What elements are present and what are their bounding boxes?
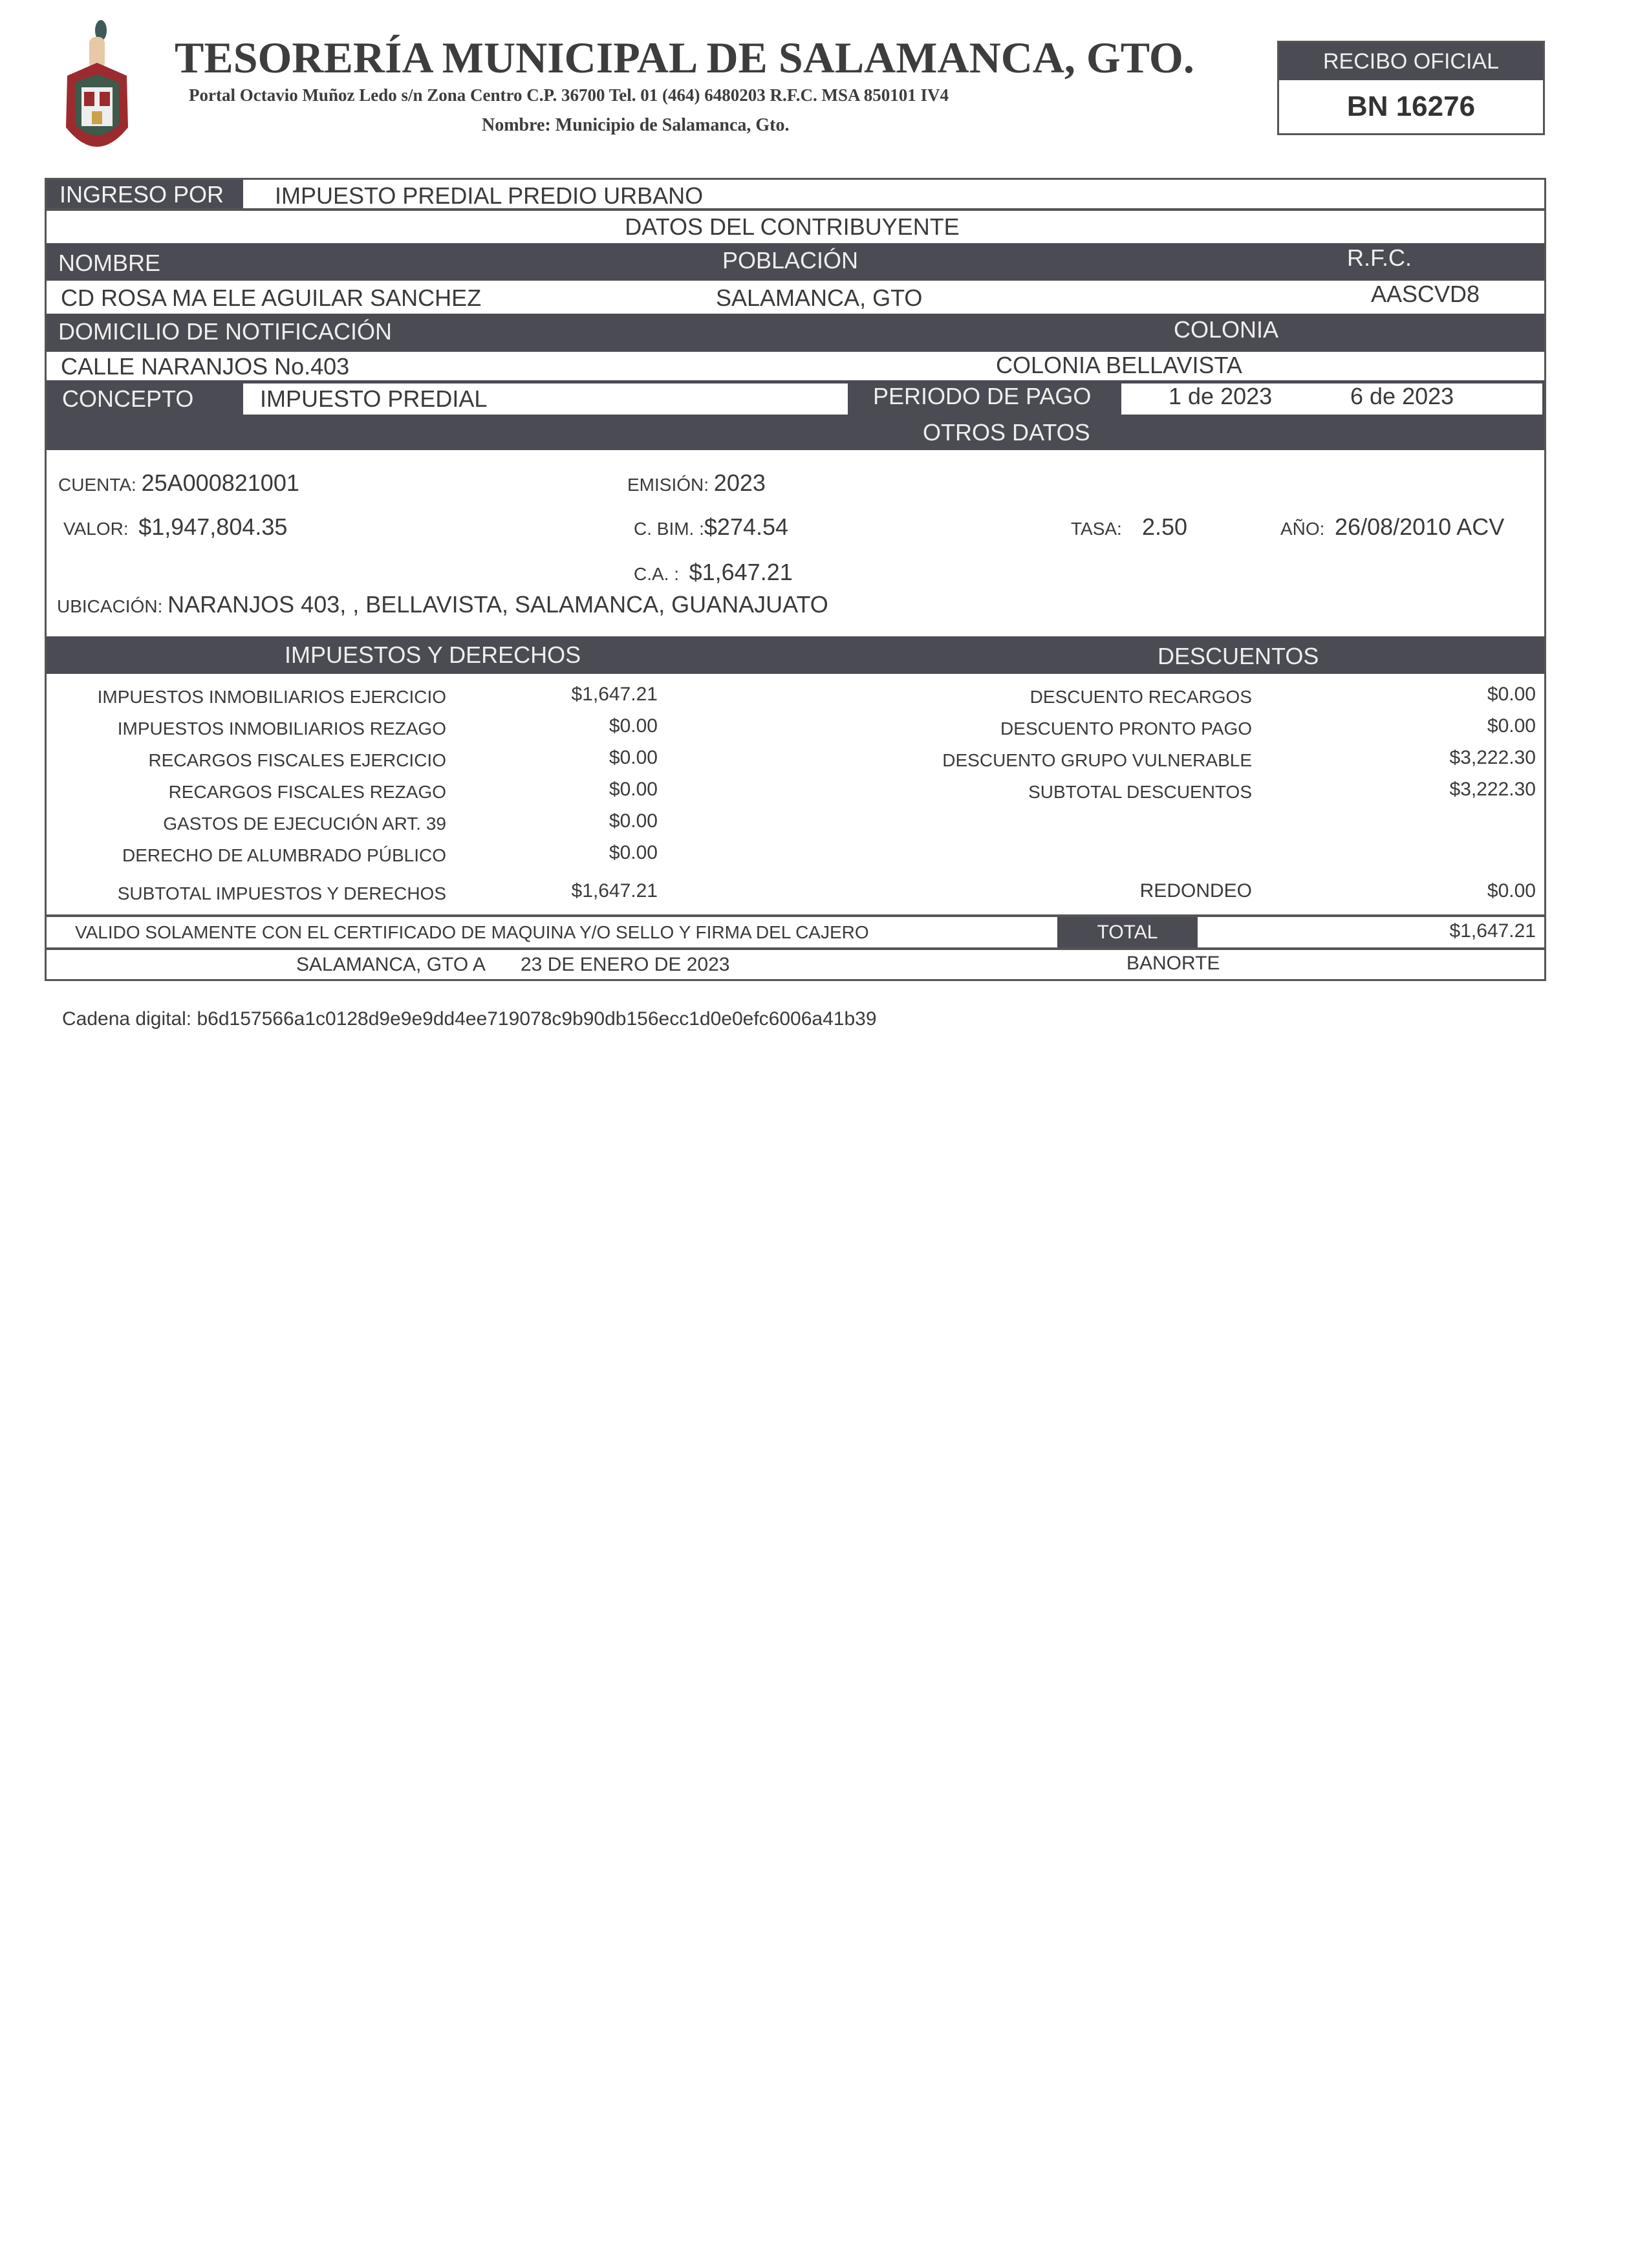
impuestos-band <box>47 636 1544 674</box>
fecha-text: 23 DE ENERO DE 2023 <box>521 954 730 975</box>
impuesto-label: SUBTOTAL IMPUESTOS Y DERECHOS <box>117 883 446 903</box>
cuenta-label: CUENTA: <box>58 475 136 495</box>
receipt-number: BN 16276 <box>1346 91 1476 122</box>
lugar-text: SALAMANCA, GTO A <box>296 954 486 975</box>
emision-field: EMISIÓN: 2023 <box>627 467 766 501</box>
impuesto-label: GASTOS DE EJECUCIÓN ART. 39 <box>163 814 446 834</box>
impuesto-value: $0.00 <box>609 842 658 863</box>
rfc-label: R.F.C. <box>1347 244 1412 271</box>
descuento-label: SUBTOTAL DESCUENTOS <box>1028 782 1252 802</box>
ca-value: $1,647.21 <box>689 559 793 585</box>
tasa-label: TASA: <box>1071 519 1122 539</box>
colonia-value: COLONIA BELLAVISTA <box>996 352 1242 378</box>
anio-value: 26/08/2010 ACV <box>1335 513 1505 540</box>
redondeo-value: $0.00 <box>1487 880 1536 902</box>
header-address: Portal Octavio Muñoz Ledo s/n Zona Centr… <box>189 85 949 105</box>
municipal-coat-of-arms-icon <box>66 20 128 147</box>
cuenta-field: CUENTA: 25A000821001 <box>58 467 299 501</box>
ingreso-value: IMPUESTO PREDIAL PREDIO URBANO <box>275 182 704 209</box>
emision-label: EMISIÓN: <box>627 475 709 495</box>
contribuyente-title: DATOS DEL CONTRIBUYENTE <box>625 213 960 240</box>
contribuyente-header-band <box>47 243 1544 281</box>
emision-value: 2023 <box>713 470 766 496</box>
descuento-label: DESCUENTO GRUPO VULNERABLE <box>942 750 1252 770</box>
concepto-value: IMPUESTO PREDIAL <box>260 385 488 412</box>
impuesto-value: $1,647.21 <box>571 684 658 705</box>
impuesto-value: $0.00 <box>609 810 658 832</box>
receipt-table <box>45 178 1546 981</box>
banco-text: BANORTE <box>1126 953 1220 974</box>
descuento-value: $3,222.30 <box>1449 747 1536 768</box>
impuesto-label: DERECHO DE ALUMBRADO PÚBLICO <box>122 845 446 865</box>
impuesto-label: IMPUESTOS INMOBILIARIOS REZAGO <box>117 718 446 739</box>
descuento-value: $0.00 <box>1487 684 1536 705</box>
ca-field: C.A. : $1,647.21 <box>634 556 793 590</box>
validez-text: VALIDO SOLAMENTE CON EL CERTIFICADO DE M… <box>75 922 869 942</box>
rfc-value: AASCVD8 <box>1371 281 1480 307</box>
total-value: $1,647.21 <box>1449 920 1536 942</box>
colonia-label: COLONIA <box>1174 316 1279 343</box>
descuento-value: $3,222.30 <box>1449 779 1536 800</box>
domicilio-label: DOMICILIO DE NOTIFICACIÓN <box>58 318 393 345</box>
ca-label: C.A. : <box>634 564 680 584</box>
nombre-label: NOMBRE <box>58 250 161 276</box>
redondeo-label: REDONDEO <box>1139 880 1252 902</box>
tasa-value: 2.50 <box>1141 513 1188 540</box>
cuenta-value: 25A000821001 <box>141 470 299 496</box>
anio-label: AÑO: <box>1280 519 1325 539</box>
descuentos-title: DESCUENTOS <box>1158 643 1319 669</box>
valor-value: $1,947,804.35 <box>138 513 288 540</box>
impuesto-value: $0.00 <box>609 747 658 768</box>
poblacion-label: POBLACIÓN <box>722 247 859 274</box>
impuesto-label: RECARGOS FISCALES EJERCICIO <box>148 750 446 770</box>
receipt-number-box: RECIBO OFICIAL BN 16276 <box>1277 41 1545 135</box>
impuesto-value: $0.00 <box>609 779 658 800</box>
impuesto-label: IMPUESTOS INMOBILIARIOS EJERCICIO <box>97 687 446 707</box>
cbim-field: C. BIM. :$274.54 <box>634 511 788 545</box>
tasa-field: TASA: 2.50 <box>1071 511 1187 545</box>
ubicacion-value: NARANJOS 403, , BELLAVISTA, SALAMANCA, G… <box>167 591 828 618</box>
periodo-inicio: 1 de 2023 <box>1169 383 1273 409</box>
impuesto-label: RECARGOS FISCALES REZAGO <box>168 782 446 802</box>
valor-field: VALOR: $1,947,804.35 <box>63 511 287 545</box>
anio-field: AÑO: 26/08/2010 ACV <box>1280 511 1504 545</box>
otros-title: OTROS DATOS <box>923 419 1090 446</box>
poblacion-value: SALAMANCA, GTO <box>716 285 923 311</box>
cadena-digital: Cadena digital: b6d157566a1c0128d9e9e9dd… <box>62 1008 877 1030</box>
header-nombre: Nombre: Municipio de Salamanca, Gto. <box>482 115 790 135</box>
ingreso-label: INGRESO POR <box>47 180 243 210</box>
descuento-label: DESCUENTO PRONTO PAGO <box>1000 718 1252 739</box>
impuestos-title: IMPUESTOS Y DERECHOS <box>285 642 581 668</box>
page-title: TESORERÍA MUNICIPAL DE SALAMANCA, GTO. <box>175 33 1194 82</box>
valor-label: VALOR: <box>63 519 129 539</box>
impuesto-value: $0.00 <box>609 715 658 737</box>
ubicacion-field: UBICACIÓN: NARANJOS 403, , BELLAVISTA, S… <box>57 589 828 623</box>
descuento-value: $0.00 <box>1487 715 1536 737</box>
concepto-label: CONCEPTO <box>62 385 194 412</box>
total-label: TOTAL <box>1057 917 1198 948</box>
nombre-value: CD ROSA MA ELE AGUILAR SANCHEZ <box>61 285 482 311</box>
impuesto-value: $1,647.21 <box>571 880 658 902</box>
periodo-label: PERIODO DE PAGO <box>873 383 1092 409</box>
domicilio-header-band <box>47 314 1544 352</box>
cbim-value: $274.54 <box>704 513 789 540</box>
ubicacion-label: UBICACIÓN: <box>57 596 163 616</box>
periodo-fin: 6 de 2023 <box>1350 383 1454 409</box>
receipt-label: RECIBO OFICIAL <box>1279 43 1543 80</box>
domicilio-value: CALLE NARANJOS No.403 <box>61 353 350 380</box>
otros-band <box>47 415 1544 450</box>
cbim-label: C. BIM. : <box>634 519 704 539</box>
descuento-label: DESCUENTO RECARGOS <box>1029 687 1252 707</box>
